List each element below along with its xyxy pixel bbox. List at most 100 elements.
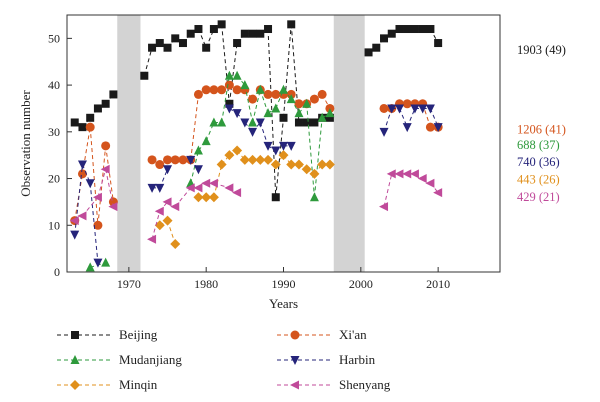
mudanjiang-segment	[190, 150, 199, 184]
mudanjiang-point	[325, 108, 335, 118]
shenyang-segment	[383, 173, 393, 207]
beijing-point	[186, 29, 195, 38]
harbin-point	[232, 109, 242, 119]
minqin-point	[239, 154, 250, 165]
beijing-segment	[290, 24, 300, 123]
xi-an-segment	[97, 145, 107, 226]
xi-an-point	[425, 122, 435, 132]
y-axis-title: Observation number	[18, 90, 33, 197]
legend-item-beijing: Beijing	[55, 325, 157, 345]
legend-label: Harbin	[339, 352, 376, 367]
minqin-point	[270, 159, 281, 170]
beijing-point	[426, 25, 435, 34]
beijing-point	[101, 99, 110, 108]
minqin-point	[263, 154, 274, 165]
harbin-point	[255, 118, 265, 128]
shenyang-point	[402, 169, 412, 179]
legend-label: Shenyang	[339, 377, 391, 392]
mudanjiang-point	[193, 145, 203, 155]
minqin-point	[293, 159, 304, 170]
legend-swatch-mudanjiang	[57, 355, 113, 364]
xi-an-point	[209, 85, 219, 95]
beijing-point	[325, 113, 334, 122]
beijing-point	[434, 39, 443, 48]
beijing-point	[410, 25, 419, 34]
shenyang-point	[77, 211, 87, 221]
xi-an-point	[263, 89, 273, 99]
beijing-point	[279, 113, 288, 122]
mudanjiang-point	[309, 192, 319, 202]
chart-plot-area: 1970 1980 1990 2000 2010 0 10 20 30 40 50 Years Obse…	[18, 14, 566, 311]
legend-swatch-harbin	[277, 356, 333, 365]
legend-item-shenyang: Shenyang	[275, 375, 390, 395]
harbin-point	[224, 104, 234, 114]
beijing-point	[93, 104, 102, 113]
beijing-point	[418, 25, 427, 34]
beijing-point	[194, 25, 203, 34]
minqin-point	[247, 154, 258, 165]
xi-an-point	[101, 141, 111, 151]
mudanjiang-point	[271, 103, 281, 113]
xi-an-point	[379, 103, 389, 113]
mudanjiang-point	[201, 136, 211, 146]
beijing-point	[217, 20, 226, 29]
count-annotation-1: 1206 (41)	[517, 122, 566, 136]
beijing-point	[302, 118, 311, 127]
mudanjiang-point	[101, 257, 111, 267]
legend-label: Mudanjiang	[119, 352, 182, 367]
beijing-point	[109, 90, 118, 99]
mudanjiang-point	[286, 94, 296, 104]
shenyang-point	[433, 188, 443, 198]
xi-an-point	[93, 220, 103, 230]
shenyang-point	[394, 169, 404, 179]
xi-an-point	[178, 155, 188, 165]
count-annotation-3: 740 (36)	[517, 155, 560, 169]
minqin-point	[193, 192, 204, 203]
mudanjiang-point	[217, 117, 227, 127]
mudanjiang-point	[224, 70, 234, 80]
mudanjiang-segment	[252, 89, 261, 123]
harbin-point	[193, 165, 203, 175]
mudanjiang-point	[279, 84, 288, 94]
harbin-point	[394, 104, 404, 114]
shenyang-point	[162, 197, 172, 207]
beijing-point	[202, 43, 211, 52]
x-axis-title: Years	[269, 296, 298, 311]
xi-an-point	[294, 99, 304, 109]
legend-marker	[70, 355, 80, 364]
beijing-point	[364, 48, 373, 57]
beijing-point	[171, 34, 180, 43]
beijing-point	[271, 193, 280, 202]
shenyang-point	[224, 183, 234, 193]
shenyang-point	[170, 202, 180, 212]
y-tick-label: 0	[54, 265, 60, 279]
legend-swatch-beijing	[57, 331, 113, 339]
harbin-point	[418, 104, 428, 114]
beijing-segment	[267, 28, 277, 198]
beijing-segment	[275, 117, 284, 198]
mudanjiang-point	[240, 80, 250, 90]
xi-an-point	[317, 89, 327, 99]
shenyang-segment	[105, 169, 114, 207]
harbin-segment	[74, 164, 83, 235]
minqin-point	[317, 159, 328, 170]
xi-an-point	[77, 169, 87, 179]
beijing-segment	[143, 47, 153, 76]
harbin-point	[77, 160, 87, 170]
xi-an-segment	[105, 145, 114, 202]
minqin-point	[224, 150, 235, 161]
harbin-point	[271, 146, 281, 156]
mudanjiang-point	[85, 262, 95, 272]
beijing-point	[178, 39, 187, 48]
harbin-point	[85, 179, 95, 189]
beijing-point	[248, 29, 257, 38]
beijing-segment	[221, 24, 230, 104]
count-annotation-2: 688 (37)	[517, 138, 560, 152]
minqin-point	[278, 150, 289, 161]
x-tick-label: 2010	[426, 277, 450, 291]
beijing-segment	[283, 24, 292, 118]
mudanjiang-point	[248, 117, 258, 127]
beijing-point	[256, 29, 265, 38]
xi-an-point	[147, 155, 157, 165]
